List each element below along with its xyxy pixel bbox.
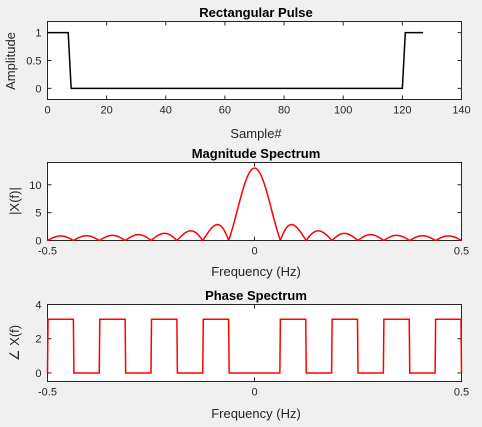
subplot2-title: Magnitude Spectrum	[192, 146, 321, 161]
subplot-phase-spectrum: Phase Spectrum -0.5 0 0.5 0 2 4 Frequency (Hz…	[7, 288, 469, 421]
x-tick-label: 0	[251, 246, 257, 258]
y-tick-label: 4	[35, 300, 41, 312]
x-tick-label: 100	[334, 105, 352, 117]
y-tick-label: 10	[29, 180, 41, 192]
magnitude-line	[47, 167, 462, 242]
y-tick-label: 2	[35, 334, 41, 346]
pulse-line	[47, 31, 424, 90]
subplot3-ticks: -0.5 0 0.5 0 2 4	[35, 300, 469, 399]
y-tick-label: 5	[35, 208, 41, 220]
x-tick-label: 40	[160, 105, 172, 117]
x-tick-label: 0	[44, 105, 50, 117]
subplot2-axes	[47, 162, 462, 241]
x-tick-label: 0	[251, 387, 257, 399]
phase-line	[46, 318, 463, 374]
x-tick-label: 0.5	[454, 387, 469, 399]
x-tick-label: 120	[393, 105, 411, 117]
subplot2-xlabel: Frequency (Hz)	[211, 264, 301, 279]
y-tick-label: 0	[35, 236, 41, 248]
y-tick-label: 0.5	[26, 56, 41, 68]
x-tick-label: 60	[219, 105, 231, 117]
x-tick-label: -0.5	[38, 246, 57, 258]
subplot1-ticks: 0 20 40 60 80 100 120 140 0 0.5 1	[26, 21, 471, 117]
subplot2-ylabel: |X(f)|	[7, 187, 22, 215]
subplot1-title: Rectangular Pulse	[199, 5, 312, 20]
subplot1-xlabel: Sample#	[230, 126, 282, 141]
subplot1-ylabel: Amplitude	[3, 32, 18, 90]
y-tick-label: 1	[35, 28, 41, 40]
y-tick-label: 0	[35, 368, 41, 380]
subplot3-axes	[47, 304, 462, 382]
subplot1-axes	[47, 21, 462, 100]
y-tick-label: 0	[35, 83, 41, 95]
x-tick-label: 20	[101, 105, 113, 117]
subplot3-ylabel: ∠ X(f)	[7, 325, 22, 361]
x-tick-label: 80	[278, 105, 290, 117]
subplot3-title: Phase Spectrum	[205, 288, 307, 303]
x-tick-label: -0.5	[38, 387, 57, 399]
subplot3-xlabel: Frequency (Hz)	[211, 406, 301, 421]
subplot-rectangular-pulse: Rectangular Pulse 0 20 40 60 80 100 120 140 0 0.5…	[3, 5, 471, 141]
x-tick-label: 0.5	[454, 246, 469, 258]
x-tick-label: 140	[452, 105, 470, 117]
